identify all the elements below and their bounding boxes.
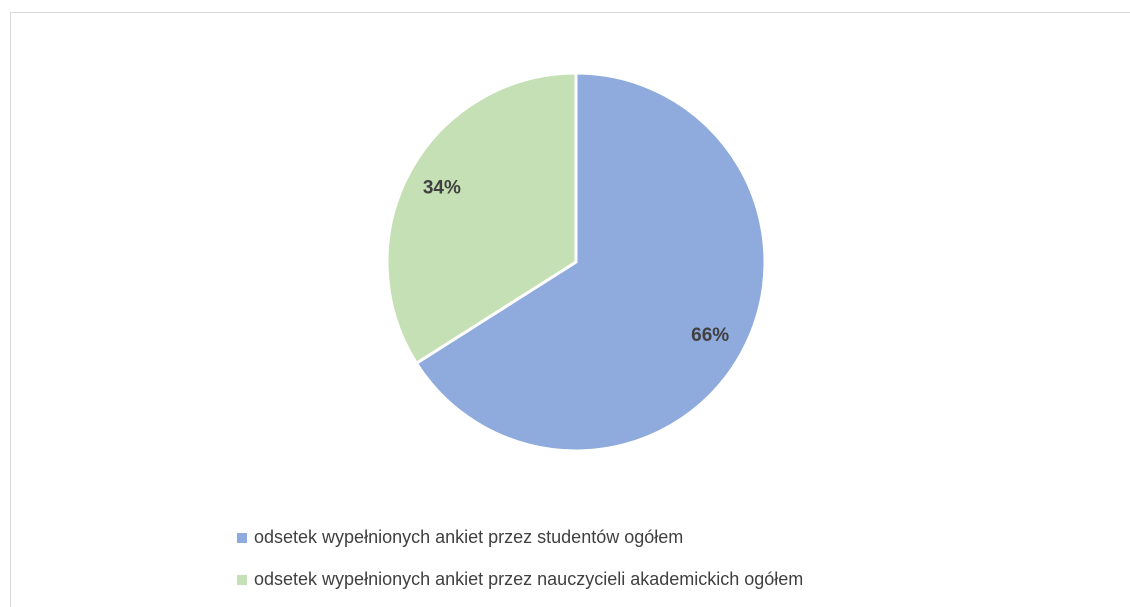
- pie-slice: [414, 71, 767, 453]
- legend-label: odsetek wypełnionych ankiet przez studen…: [254, 527, 683, 547]
- legend-marker: [237, 575, 247, 585]
- legend-marker: [237, 533, 247, 543]
- data-label: 34%: [423, 177, 461, 198]
- data-label: 66%: [691, 325, 729, 346]
- pie-slice: [385, 71, 578, 365]
- legend-label: odsetek wypełnionych ankiet przez nauczy…: [254, 569, 803, 589]
